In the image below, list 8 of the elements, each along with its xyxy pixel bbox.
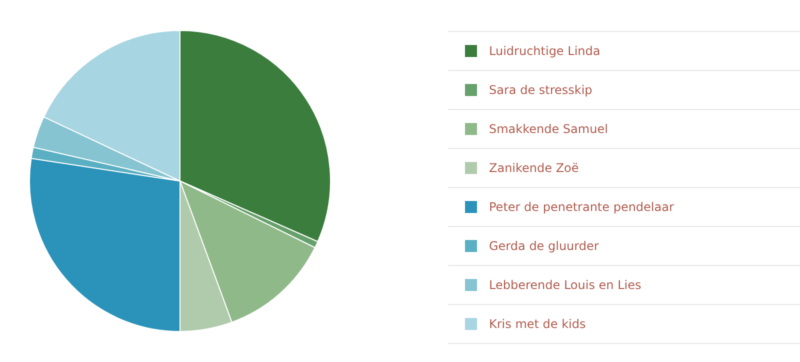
legend-label: Smakkende Samuel [489,122,608,136]
legend-label: Lebberende Louis en Lies [489,278,642,292]
legend-label: Sara de stresskip [489,83,592,97]
legend-label: Gerda de gluurder [489,239,599,253]
legend-label: Luidruchtige Linda [489,44,600,58]
legend-label: Zanikende Zoë [489,161,579,175]
legend-label: Peter de penetrante pendelaar [489,200,674,214]
legend-label: Kris met de kids [489,317,586,331]
